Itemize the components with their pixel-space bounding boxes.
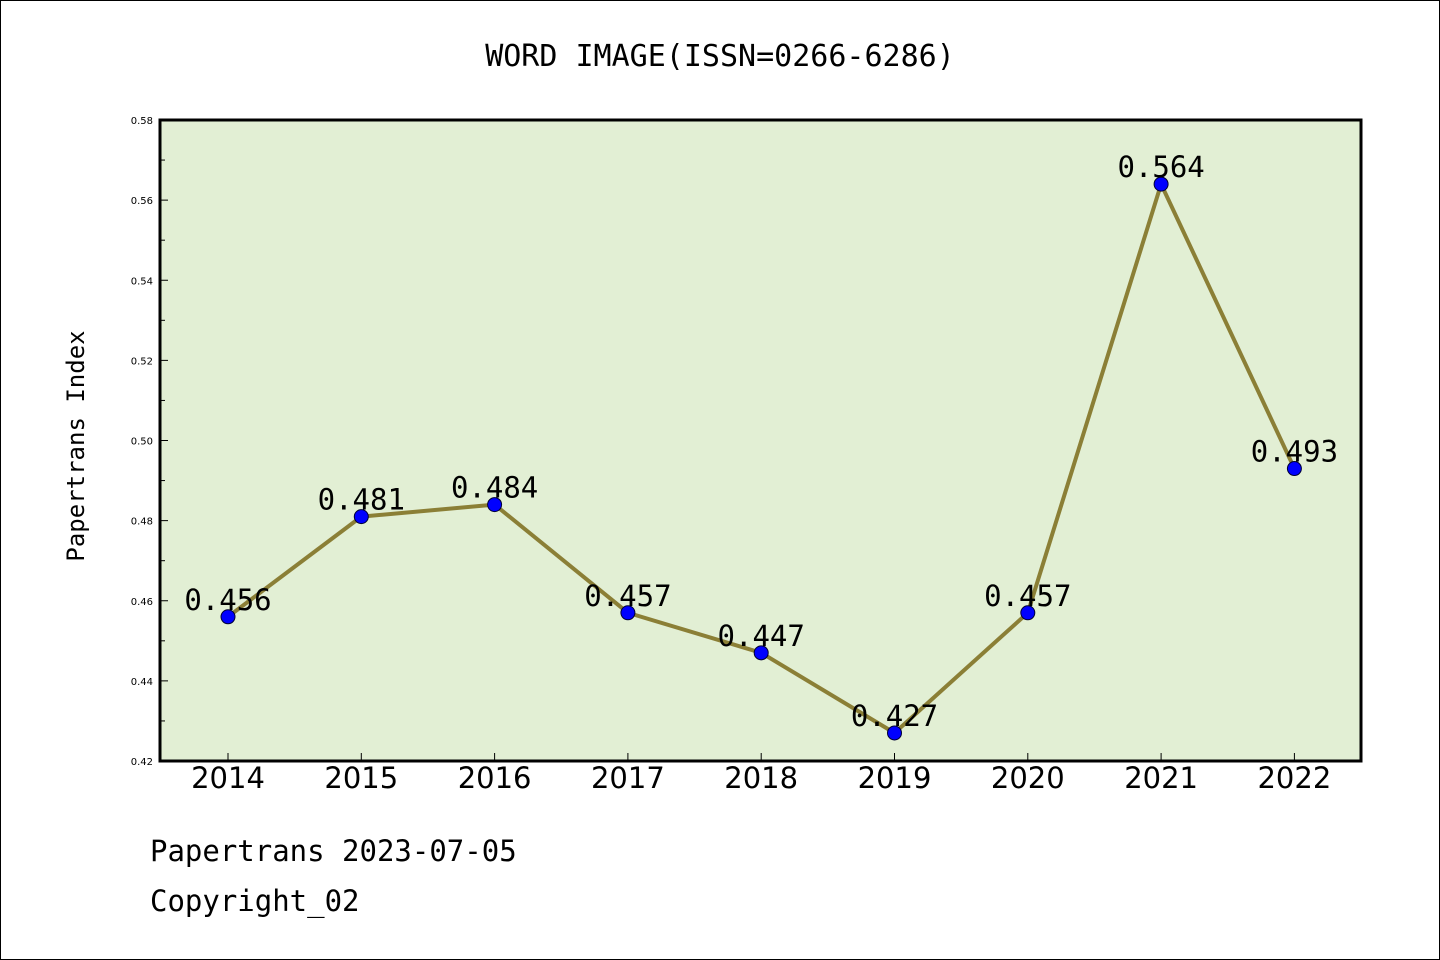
y-axis-label: Papertrans Index [62, 330, 90, 561]
chart-title: WORD IMAGE(ISSN=0266-6286) [485, 39, 955, 74]
x-tick-label: 2015 [324, 761, 398, 795]
x-tick-label: 2021 [1124, 761, 1198, 795]
data-label: 0.457 [584, 579, 671, 613]
data-point [487, 497, 503, 513]
y-axis-ticks: 0.42 0.44 0.46 0.48 0.50 0.52 0.54 0.56 0.58 [131, 116, 168, 768]
y-tick-label: 0.48 [131, 517, 153, 528]
x-tick-label: 2020 [991, 761, 1065, 795]
x-tick-label: 2017 [591, 761, 665, 795]
x-tick-label: 2014 [191, 761, 265, 795]
data-point [353, 509, 369, 525]
data-label: 0.447 [718, 619, 805, 653]
y-tick-label: 0.52 [131, 356, 153, 367]
data-point [620, 605, 636, 621]
data-label: 0.564 [1117, 150, 1204, 184]
footer-copyright: Copyright_02 [150, 884, 360, 918]
data-label: 0.493 [1251, 435, 1338, 469]
series-group [220, 176, 1302, 741]
x-tick-label: 2019 [858, 761, 932, 795]
data-label: 0.456 [184, 583, 271, 617]
y-tick-label: 0.50 [131, 437, 153, 448]
x-axis-ticks: 2014 2015 2016 2017 2018 2019 2020 2021 2022 [191, 753, 1331, 795]
data-label: 0.481 [318, 483, 405, 517]
data-point [887, 725, 902, 741]
data-label: 0.427 [851, 699, 938, 733]
plot-area [158, 118, 1363, 763]
data-labels-group: 0.456 0.481 0.484 0.457 0.447 0.427 0.457 0.564… [184, 150, 1338, 733]
x-tick-label: 2016 [458, 761, 532, 795]
x-tick-label: 2022 [1257, 761, 1331, 795]
y-tick-label: 0.58 [131, 116, 153, 127]
data-point [1153, 176, 1169, 192]
data-point [1286, 461, 1302, 477]
x-tick-label: 2018 [724, 761, 798, 795]
footer-date: Papertrans 2023-07-05 [150, 834, 517, 868]
data-point [753, 645, 769, 661]
data-point [1020, 605, 1036, 621]
y-tick-label: 0.44 [131, 677, 153, 688]
y-tick-label: 0.42 [131, 757, 153, 768]
y-tick-label: 0.46 [131, 597, 153, 608]
data-label: 0.457 [984, 579, 1071, 613]
data-label: 0.484 [451, 471, 538, 505]
y-tick-label: 0.54 [131, 276, 153, 287]
y-tick-label: 0.56 [131, 196, 153, 207]
data-point [220, 609, 236, 625]
